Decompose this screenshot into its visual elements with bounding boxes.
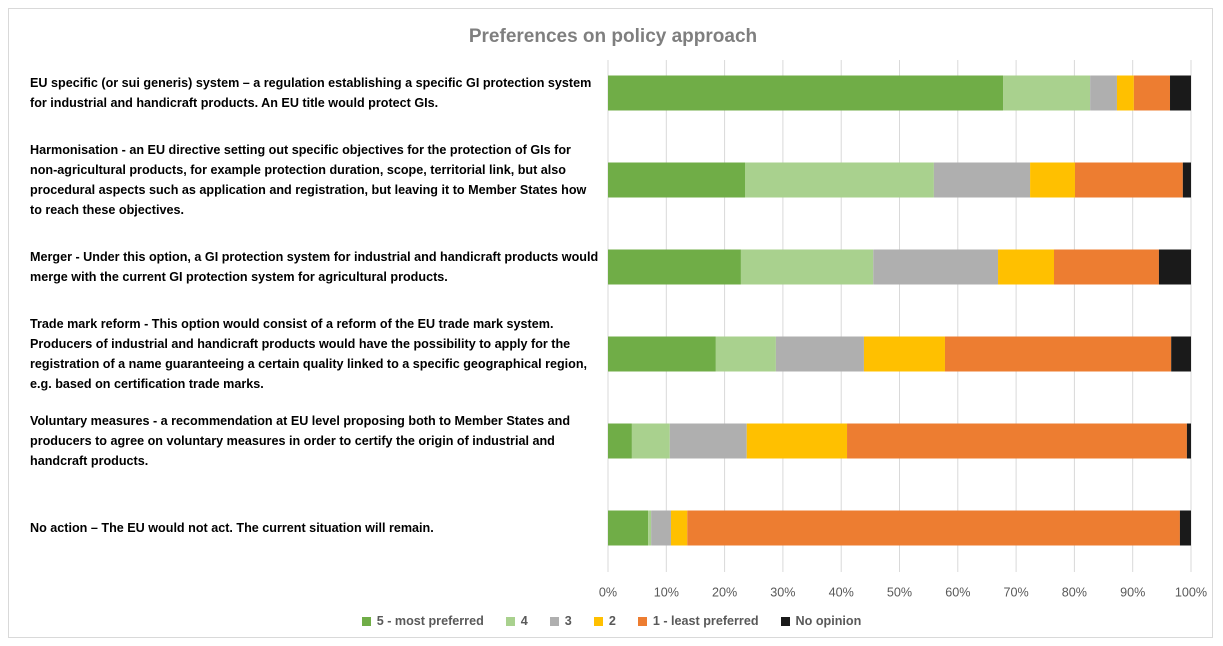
legend-swatch <box>549 616 559 626</box>
x-tick-label: 60% <box>945 585 970 599</box>
bar-segment <box>745 162 934 198</box>
bar-segment <box>1179 510 1191 546</box>
bar-segment <box>1186 423 1191 459</box>
bar-segment <box>944 336 1172 372</box>
bar-segment <box>608 336 716 372</box>
bar-segment <box>1182 162 1191 198</box>
category-label: Trade mark reform - This option would co… <box>30 317 588 391</box>
category-label: Harmonisation - an EU directive setting … <box>30 143 587 217</box>
bar-segment <box>608 423 632 459</box>
legend-item: No opinion <box>780 614 862 628</box>
bar-segment <box>933 162 1031 198</box>
category-label: Merger - Under this option, a GI protect… <box>30 250 599 284</box>
bar-segment <box>775 336 864 372</box>
bar-segment <box>1133 75 1171 111</box>
x-tick-label: 10% <box>654 585 679 599</box>
category-label: No action – The EU would not act. The cu… <box>30 521 434 535</box>
legend-label: 1 - least preferred <box>652 614 759 628</box>
bar-segment <box>998 249 1054 285</box>
bar-segment <box>670 510 688 546</box>
bar-segment <box>669 423 747 459</box>
legend-swatch <box>505 616 515 626</box>
category-label: EU specific (or sui generis) system – a … <box>30 76 592 110</box>
legend-item: 1 - least preferred <box>637 614 759 628</box>
x-tick-label: 20% <box>712 585 737 599</box>
bar-segment <box>1074 162 1183 198</box>
chart-frame <box>8 8 1213 638</box>
bar-segment <box>746 423 848 459</box>
bar-segment <box>651 510 671 546</box>
x-tick-label: 100% <box>1175 585 1207 599</box>
bar-segment <box>1090 75 1117 111</box>
bar-segment <box>863 336 945 372</box>
legend-item: 5 - most preferred <box>361 614 484 628</box>
chart-title: Preferences on policy approach <box>469 26 757 47</box>
legend-label: 4 <box>520 614 528 628</box>
x-tick-label: 50% <box>887 585 912 599</box>
bar-segment <box>608 249 741 285</box>
legend-item: 4 <box>505 614 528 628</box>
x-tick-label: 80% <box>1062 585 1087 599</box>
bar-segment <box>608 162 746 198</box>
legend-label: 3 <box>564 614 572 628</box>
bar-segment <box>608 75 1004 111</box>
x-tick-label: 30% <box>770 585 795 599</box>
x-tick-label: 70% <box>1003 585 1028 599</box>
category-label: Voluntary measures - a recommendation at… <box>30 414 571 468</box>
x-tick-label: 0% <box>599 585 617 599</box>
legend-label: 5 - most preferred <box>376 614 484 628</box>
bar-segment <box>1116 75 1134 111</box>
bar-segment <box>1003 75 1091 111</box>
bar-segment <box>873 249 999 285</box>
bar-segment <box>631 423 670 459</box>
bar-segment <box>1053 249 1159 285</box>
bar-segment <box>1171 336 1191 372</box>
bar-segment <box>740 249 874 285</box>
legend-item: 2 <box>593 614 616 628</box>
bar-segment <box>687 510 1180 546</box>
bar-segment <box>715 336 776 372</box>
legend-swatch <box>361 616 371 626</box>
legend-label: 2 <box>608 614 616 628</box>
legend-swatch <box>593 616 603 626</box>
legend: 5 - most preferred 4 3 2 1 - least preferred… <box>0 614 1223 628</box>
bar-segment <box>1170 75 1191 111</box>
legend-item: 3 <box>549 614 572 628</box>
legend-label: No opinion <box>795 614 862 628</box>
bar-segment <box>1030 162 1075 198</box>
bar-segment <box>608 510 649 546</box>
x-tick-label: 90% <box>1120 585 1145 599</box>
bar-segment <box>1158 249 1191 285</box>
x-tick-label: 40% <box>829 585 854 599</box>
bar-segment <box>847 423 1187 459</box>
legend-swatch <box>780 616 790 626</box>
legend-swatch <box>637 616 647 626</box>
bar-segment <box>648 510 652 546</box>
